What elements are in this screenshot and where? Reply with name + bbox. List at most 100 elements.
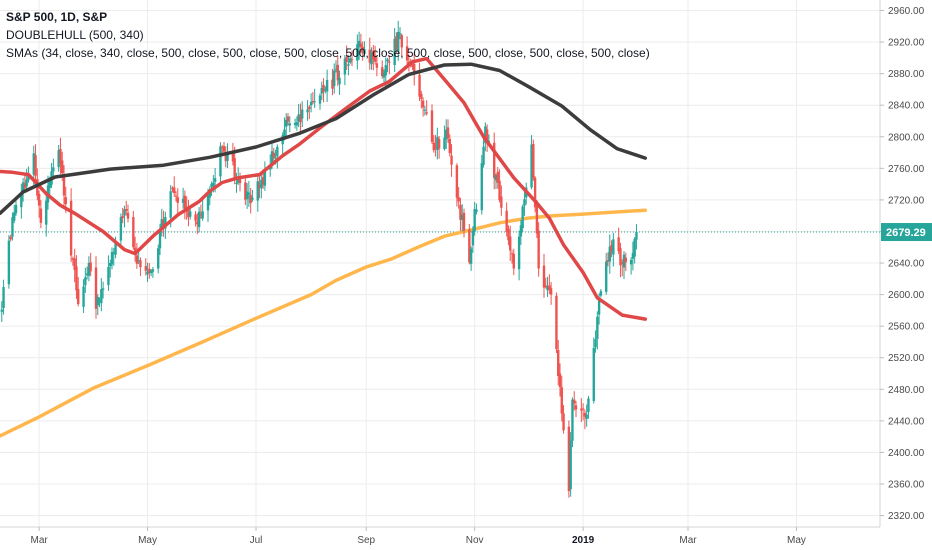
candle-body [413, 63, 416, 75]
candle-body [249, 195, 252, 204]
candle-body [443, 137, 446, 150]
candle-body [137, 260, 140, 262]
last-price-badge: 2679.29 [881, 223, 932, 242]
candle-body [34, 155, 37, 176]
candle-body [622, 254, 626, 268]
candle-body [308, 106, 311, 109]
candle-body [631, 252, 635, 259]
candle-body [96, 297, 99, 306]
candle-body [621, 262, 624, 264]
last-price-value: 2679.29 [886, 227, 926, 239]
candle-body [523, 199, 526, 206]
candle-body [359, 43, 363, 47]
candle-body [286, 116, 290, 122]
candle-body [333, 70, 336, 87]
candle-body [213, 178, 217, 182]
candle-body [411, 63, 414, 67]
candle-body [313, 101, 316, 103]
candle-body [194, 214, 197, 221]
y-tick-label: 2520.00 [888, 353, 925, 364]
y-tick-label: 2400.00 [888, 448, 925, 459]
candle-body [583, 412, 587, 417]
candle-body [336, 64, 339, 81]
candle-body [151, 269, 155, 272]
candle-body [373, 55, 377, 62]
candle-body [162, 220, 165, 226]
candle-body [386, 59, 389, 62]
candle-body [398, 33, 402, 35]
candle-body [473, 208, 476, 232]
candle-body [144, 266, 147, 271]
candle-body [425, 112, 428, 114]
candle-body [445, 129, 448, 140]
candle-body [169, 191, 172, 218]
y-tick-label: 2640.00 [888, 259, 925, 270]
candle-body [624, 257, 627, 263]
grid [0, 0, 880, 527]
candle-body [469, 248, 473, 264]
candle-body [301, 109, 304, 119]
candle-body [557, 349, 560, 377]
candle-body [73, 258, 76, 270]
candle-body [395, 36, 398, 51]
candle-body [9, 236, 12, 240]
candle-body [7, 240, 11, 285]
candle-body [500, 196, 503, 208]
candle-body [436, 137, 439, 151]
candle-body [446, 127, 450, 139]
candle-body [484, 126, 487, 144]
candle-body [450, 155, 453, 165]
candle-body [183, 195, 187, 210]
candle-body [125, 208, 128, 211]
candle-body [430, 110, 434, 142]
candle-body [233, 158, 236, 181]
candle-body [52, 167, 55, 172]
candle-body [14, 205, 18, 214]
candle-body [532, 143, 535, 179]
candle-body [592, 348, 595, 401]
candle-body [606, 260, 610, 262]
candle-body [48, 181, 51, 188]
candle-body [295, 122, 299, 126]
candle-body [84, 277, 87, 286]
candle-body [221, 147, 224, 149]
x-tick-label: Mar [679, 535, 697, 546]
legend-indicator-hull[interactable]: DOUBLEHULL (500, 340) [6, 28, 144, 42]
legend-title[interactable]: S&P 500, 1D, S&P [6, 10, 108, 24]
candle-body [226, 152, 229, 161]
candle-body [132, 217, 135, 248]
candle-body [423, 109, 427, 111]
legend-indicator-smas[interactable]: SMAs (34, close, 340, close, 500, close,… [6, 46, 650, 60]
last-price-badge-bg [881, 223, 932, 242]
candle-body [87, 263, 91, 276]
candle-body [171, 187, 174, 190]
candle-body [133, 247, 137, 252]
candle-body [581, 408, 585, 410]
candle-body [174, 195, 178, 197]
candle-body [110, 251, 114, 265]
y-tick-label: 2760.00 [888, 164, 925, 175]
candle-body [85, 273, 89, 276]
candle-body [25, 179, 28, 187]
candle-body [149, 270, 153, 274]
candle-body [530, 144, 533, 188]
candle-body [347, 64, 350, 66]
candle-body [274, 157, 277, 159]
candle-body [517, 236, 521, 270]
candle-body [146, 271, 149, 275]
candle-body [596, 316, 599, 339]
candle-body [238, 176, 242, 184]
x-tick-label: May [787, 535, 806, 546]
candle-body [521, 206, 524, 228]
candle-body [496, 171, 499, 183]
candle-body [196, 221, 199, 225]
candle-body [94, 267, 98, 309]
candle-body [546, 286, 549, 291]
candle-body [164, 216, 167, 229]
candle-body [288, 123, 291, 126]
y-tick-label: 2360.00 [888, 480, 925, 491]
candle-body [235, 182, 238, 184]
candle-body [13, 212, 16, 221]
candle-body [199, 214, 203, 216]
